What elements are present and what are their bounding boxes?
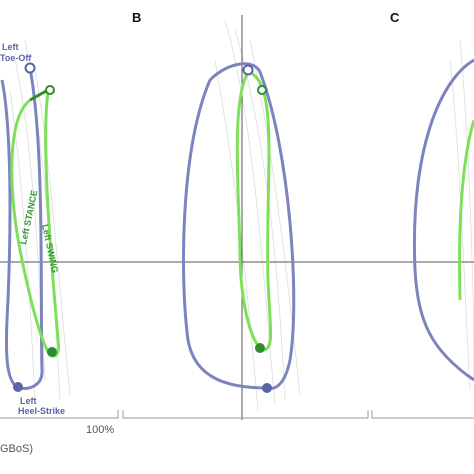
marker [257, 85, 267, 95]
annotation: Toe-Off [0, 53, 32, 63]
segment [29, 88, 49, 102]
marker [45, 85, 55, 95]
tick-label: 100% [86, 424, 114, 436]
panel-label: B [132, 10, 141, 25]
cop-loop [10, 91, 60, 358]
marker [47, 347, 57, 357]
axis-label: GBoS) [0, 443, 33, 455]
heel-strike-marker [13, 382, 23, 392]
annotation: Heel-Strike [18, 406, 65, 416]
com-loop [181, 62, 296, 390]
panel-label: C [390, 10, 400, 25]
marker [255, 343, 265, 353]
marker [262, 383, 272, 393]
annotation: Left [20, 396, 37, 406]
annotation: Left SWING [40, 223, 60, 273]
cop-loop [458, 119, 474, 301]
annotation: Left [2, 42, 19, 52]
axis-bracket [0, 410, 474, 419]
com-loop [412, 58, 474, 382]
marker [242, 64, 254, 76]
toe-off-marker [24, 62, 36, 74]
